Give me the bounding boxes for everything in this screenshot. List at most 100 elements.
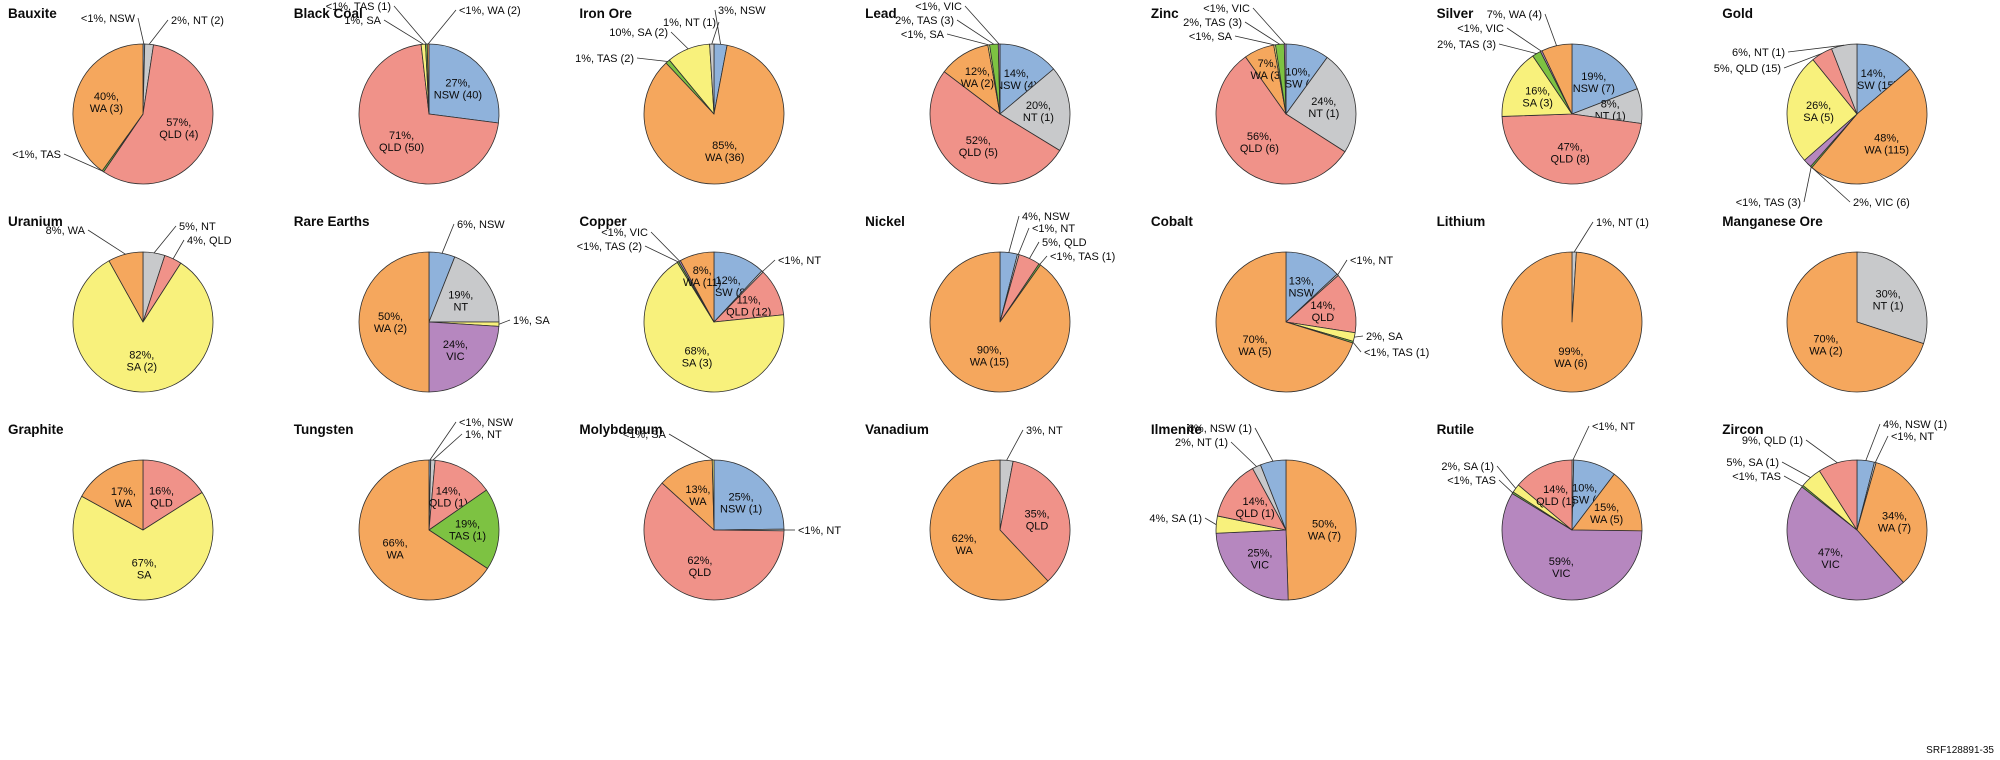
pie-slice-wa (680, 251, 715, 323)
label-leader-line (964, 5, 1000, 45)
label-leader-line (1498, 479, 1513, 494)
pie-chart-bauxite: <1%, NSW 2%, NT (2) 57%, QLD (4) <1%, TAS 40%… (12, 13, 224, 185)
chart-cell-rare-earths: Rare Earths 6%, NSW 19%, NT 1%, SA 24%, VIC 50%… (286, 208, 572, 416)
chart-title: Black Coal (293, 6, 363, 21)
slice-label: 14%, QLD (1) (428, 486, 467, 510)
slice-label: 26%, SA (5) (1804, 100, 1835, 124)
slice-label: 16%, QLD (149, 485, 174, 509)
slice-label: <1%, WA (2) (459, 5, 521, 17)
slice-label: 59%, VIC (1548, 556, 1573, 580)
chart-title: Nickel (865, 214, 905, 229)
label-leader-line (148, 19, 169, 45)
slice-label: 2%, SA (1) (1441, 461, 1494, 473)
label-leader-line (1784, 53, 1823, 69)
pie-slice-vic (1786, 486, 1905, 601)
slice-label: 7%, WA (4) (1486, 9, 1541, 21)
label-leader-line (1784, 475, 1803, 487)
pie-slice-nt (428, 256, 500, 323)
chart-cell-gold: Gold 14%, NSW (15) 48%, WA (115) <1%, TAS (3)… (1714, 0, 2000, 209)
chart-title: Rare Earths (293, 214, 370, 229)
slice-label: 6%, NT (1) (1732, 47, 1785, 59)
pie-chart-graphite: 16%, QLD 67%, SA 17%, WA (72, 459, 214, 601)
slice-label: 25%, NSW (1) (720, 492, 762, 516)
slice-label: 12%, WA (2) (961, 66, 994, 90)
chart-cell-ilmenite: Ilmenite 50%, WA (7) 25%, VIC 4%, SA (1) 14%, Q… (1143, 416, 1429, 624)
slice-label: 40%, WA (3) (90, 91, 123, 115)
chart-cell-tungsten: Tungsten <1%, NSW 1%, NT 14%, QLD (1) 19%, TAS… (286, 416, 572, 624)
label-leader-line (429, 421, 457, 461)
pie-slice-vic (1501, 493, 1642, 601)
pie-chart-vanadium: 3%, NT 35%, QLD 62%, WA (929, 425, 1071, 601)
slice-label: 15%, WA (5) (1590, 502, 1623, 526)
label-leader-line (1506, 27, 1541, 52)
slice-label: 16%, SA (3) (1522, 86, 1553, 110)
slice-label: 14%, NSW (15) (1849, 68, 1897, 92)
slice-label: <1%, NT (1350, 255, 1393, 267)
chart-title: Cobalt (1150, 214, 1193, 229)
slice-label: 2%, TAS (3) (895, 15, 954, 27)
slice-label: 9%, QLD (1) (1742, 435, 1803, 447)
chart-cell-nickel: Nickel 4%, NSW <1%, NT 5%, QLD <1%, TAS (1) 9… (857, 208, 1143, 416)
label-leader-line (1782, 461, 1812, 478)
pie-slice-qld (999, 460, 1071, 582)
slice-label: 52%, QLD (5) (959, 135, 998, 159)
slice-label: <1%, NT (1032, 223, 1075, 235)
chart-title: Molybdenum (579, 422, 663, 437)
slice-label: 13%, WA (686, 484, 711, 508)
pie-slice-wa (1786, 251, 1925, 393)
slice-label: 30%, NT (1) (1873, 288, 1904, 312)
slice-label: 25%, VIC (1247, 547, 1272, 571)
pie-chart-molybdenum: 25%, NSW (1) <1%, NT 62%, QLD 13%, WA <1%, SA (623, 429, 842, 601)
slice-label: 11%, QLD (12) (726, 294, 771, 318)
pie-slice-wa (1215, 251, 1354, 393)
slice-label: <1%, TAS (1) (325, 1, 390, 13)
label-leader-line (153, 225, 177, 254)
label-leader-line (427, 9, 457, 45)
label-leader-line (645, 245, 679, 263)
pie-chart-gold: 14%, NSW (15) 48%, WA (115) <1%, TAS (3) 2%, … (1714, 43, 1928, 209)
label-leader-line (383, 19, 424, 45)
slice-label: 1%, SA (344, 15, 381, 27)
pie-slice-wa (1541, 43, 1572, 115)
slice-label: <1%, TAS (1) (1364, 347, 1429, 359)
slice-label: 2%, TAS (3) (1183, 17, 1242, 29)
pie-slice-wa (1501, 251, 1642, 393)
pie-slice-wa (644, 44, 785, 185)
label-leader-line (393, 5, 427, 45)
slice-label: 47%, QLD (8) (1550, 142, 1589, 166)
chart-title: Vanadium (865, 422, 929, 437)
label-leader-line (1254, 427, 1274, 462)
label-leader-line (1807, 163, 1851, 203)
slice-label: 5%, SA (1) (1727, 457, 1780, 469)
pie-slice-nsw (1285, 251, 1338, 323)
pie-slice-nt (709, 43, 715, 115)
pie-slice-wa (81, 459, 144, 531)
pie-slice-qld (929, 71, 1061, 185)
slice-label: <1%, VIC (915, 1, 962, 13)
slice-label: <1%, VIC (1203, 3, 1250, 15)
label-leader-line (956, 19, 995, 45)
slice-label: 3%, NSW (718, 5, 766, 17)
pie-slice-wa (1811, 68, 1928, 185)
pie-chart-lead: 14%, NSW (4) 20%, NT (1) 52%, QLD (5) 12%, WA (… (895, 1, 1071, 185)
slice-label: 47%, VIC (1818, 547, 1843, 571)
label-leader-line (63, 153, 104, 172)
pie-slice-nsw (428, 43, 500, 124)
label-leader-line (651, 231, 681, 262)
slice-label: 66%, WA (382, 537, 407, 561)
chart-cell-lithium: Lithium 1%, NT (1) 99%, WA (6) (1429, 208, 1715, 416)
slice-label: 3%, NT (1026, 425, 1063, 437)
slice-label: 4%, SA (1) (1149, 513, 1202, 525)
label-leader-line (1572, 425, 1589, 461)
pie-slice-sa (644, 261, 785, 393)
chart-cell-bauxite: Bauxite <1%, NSW 2%, NT (2) 57%, QLD (4) <1%,… (0, 0, 286, 208)
chart-title: Silver (1436, 6, 1474, 21)
label-leader-line (1008, 215, 1020, 253)
label-leader-line (1337, 259, 1348, 276)
pie-slice-wa (1571, 473, 1642, 532)
label-leader-line (762, 259, 776, 272)
slice-label: 85%, WA (36) (705, 140, 744, 164)
pie-chart-cobalt: 13%, NSW <1%, NT 14%, QLD 2%, SA <1%, TAS (1) 7… (1215, 251, 1429, 393)
pie-chart-black-coal: 27%, NSW (40) 71%, QLD (50) 1%, SA <1%, TAS (… (325, 1, 521, 185)
